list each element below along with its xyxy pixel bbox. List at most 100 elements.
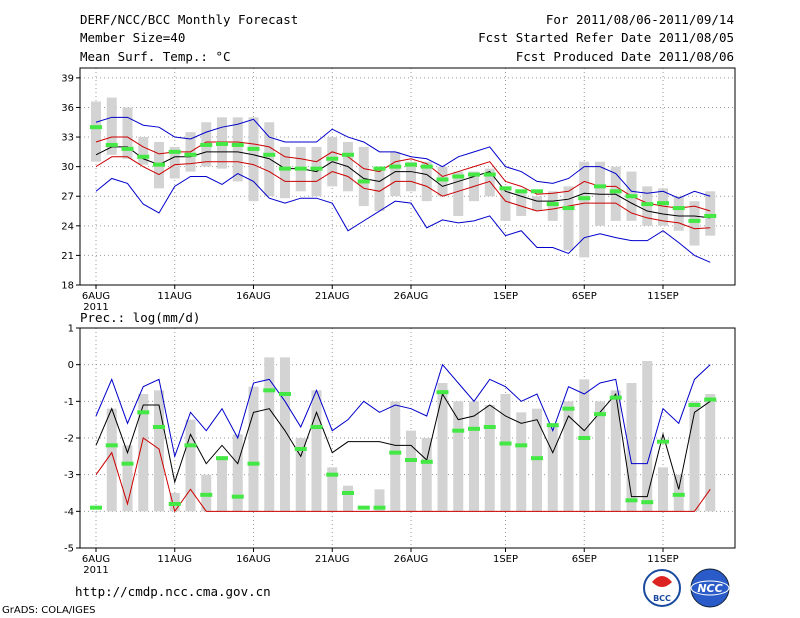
prec-median-mark-7 [200, 492, 213, 497]
prec-line-min-2 [95, 437, 711, 513]
prec-range-bar-9 [232, 434, 243, 512]
prec-median-mark-32 [594, 412, 606, 417]
temp-median-mark-1 [105, 142, 118, 147]
temp-median-mark-2 [121, 146, 134, 151]
temp-median-mark-16 [342, 152, 354, 157]
prec-line-mean-1 [95, 392, 711, 498]
footer-url: http://cmdp.ncc.cma.gov.cn [75, 584, 271, 599]
temp-median-mark-37 [672, 206, 685, 211]
temp-xtick-label-0: 6AUG [82, 291, 110, 302]
temp-median-mark-3 [137, 154, 150, 159]
temp-xtick-label-4: 26AUG [394, 291, 429, 302]
prec-ytick-label-0: -5 [64, 544, 74, 555]
prec-xtick-label-0: 6AUG [82, 554, 110, 565]
temp-median-mark-10 [247, 146, 260, 151]
temp-range-bar-36 [658, 188, 668, 226]
prec-range-bar-8 [217, 456, 227, 512]
temp-range-bar-10 [248, 117, 259, 202]
prec-ytick-label-6: 1 [68, 324, 74, 335]
prec-line-max-0 [95, 363, 711, 465]
temp-range-bar-9 [232, 117, 243, 182]
temp-range-bar-18 [374, 166, 385, 212]
prec-median-mark-11 [263, 388, 276, 393]
prec-median-mark-13 [294, 447, 307, 451]
prec-median-mark-15 [326, 472, 339, 477]
prec-median-mark-24 [468, 426, 480, 431]
prec-range-bar-2 [122, 445, 133, 512]
forecast-period: For 2011/08/06-2011/09/14 [546, 12, 734, 27]
temp-xtick-label-1: 11AUG [157, 291, 192, 302]
ncc-logo-text: NCC [697, 582, 722, 595]
temp-median-mark-9 [231, 142, 244, 147]
temp-xtick-label-3: 21AUG [315, 291, 350, 302]
prec-median-mark-26 [499, 441, 512, 446]
prec-median-mark-9 [231, 494, 244, 499]
temp-range-bar-0 [91, 101, 101, 162]
prec-xtick-label-5: 1SEP [493, 554, 518, 565]
temp-ytick-label-1: 21 [61, 251, 74, 262]
started-date: Fcst Started Refer Date 2011/08/05 [478, 30, 734, 45]
temp-range-bar-38 [689, 201, 700, 246]
temperature-panel: 18 21 24 27 30 33 36 39 6AUG 11AUG 16AUG 21AUG 26AUG… [61, 67, 736, 313]
prec-median-mark-39 [704, 397, 717, 402]
prec-range-bar-13 [295, 438, 306, 512]
temp-range-bar-39 [705, 191, 716, 236]
temp-plot-frame [79, 67, 736, 286]
prec-range-bar-14 [311, 390, 322, 512]
prec-median-mark-20 [405, 458, 417, 462]
prec-range-bar-25 [484, 405, 495, 512]
variable-label: Mean Surf. Temp.: °C [80, 49, 231, 64]
prec-range-bar-23 [453, 401, 464, 512]
temp-xtick-label-6: 6SEP [572, 291, 597, 302]
prec-median-mark-30 [562, 406, 575, 411]
temp-range-bar-2 [122, 107, 133, 159]
prec-range-bar-31 [579, 379, 590, 512]
prec-median-mark-35 [641, 500, 654, 505]
temp-range-bar-20 [406, 161, 416, 192]
prec-median-mark-6 [184, 443, 197, 448]
prec-median-mark-37 [672, 492, 685, 497]
prec-ytick-label-1: -4 [64, 507, 74, 518]
prec-xtick-label-2: 16AUG [236, 554, 271, 565]
temp-median-mark-39 [704, 213, 717, 218]
prec-ytick-label-5: 0 [68, 360, 74, 371]
prec-range-bar-26 [500, 394, 511, 512]
temp-median-mark-15 [326, 156, 339, 161]
prec-range-bar-1 [106, 408, 117, 512]
prec-range-bar-12 [280, 357, 290, 512]
prec-range-bar-36 [658, 467, 668, 512]
prec-range-bar-3 [138, 394, 149, 512]
temp-line-meansd-1 [95, 136, 711, 212]
temp-median-mark-20 [405, 162, 417, 167]
prec-median-mark-17 [357, 505, 370, 510]
temp-median-mark-25 [483, 172, 496, 177]
prec-median-mark-36 [657, 439, 669, 444]
temp-range-bar-25 [484, 168, 495, 197]
prec-xtick-label-1: 11AUG [157, 554, 192, 565]
temp-range-bar-3 [138, 137, 149, 165]
prec-median-mark-34 [625, 498, 638, 503]
prec-range-bar-33 [610, 390, 621, 512]
temp-xtick-label-2: 16AUG [236, 291, 271, 302]
temp-median-mark-34 [625, 194, 638, 199]
temp-median-mark-24 [468, 172, 480, 177]
prec-range-bar-34 [626, 383, 637, 512]
precip-label: Prec.: log(mm/d) [80, 310, 200, 325]
temp-median-mark-19 [389, 164, 402, 169]
prec-median-mark-8 [216, 456, 228, 461]
temp-ytick-label-4: 30 [61, 162, 74, 173]
temp-median-mark-17 [357, 179, 370, 184]
temp-median-mark-4 [153, 162, 165, 167]
prec-xtick-label-6: 6SEP [572, 554, 597, 565]
prec-range-bar-39 [705, 394, 716, 512]
prec-median-mark-10 [247, 461, 260, 466]
prec-median-mark-19 [389, 450, 402, 455]
prec-range-bar-24 [469, 401, 479, 512]
prec-median-mark-23 [452, 428, 465, 433]
temp-median-mark-26 [499, 186, 512, 191]
prec-range-bar-6 [185, 419, 196, 512]
ncc-logo: NCC [690, 568, 730, 608]
temp-ytick-label-0: 18 [61, 281, 74, 292]
